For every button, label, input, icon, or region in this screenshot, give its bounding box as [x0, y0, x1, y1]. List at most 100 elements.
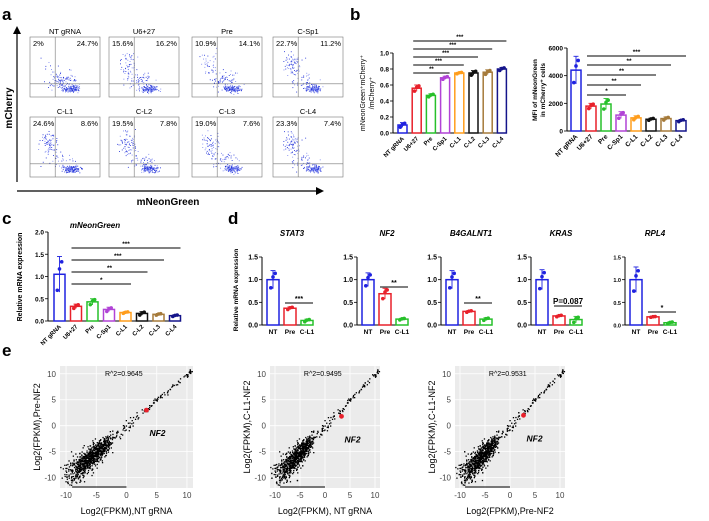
event-dot	[64, 78, 66, 80]
gene-point	[68, 474, 70, 476]
gene-point	[71, 482, 73, 484]
event-dot	[71, 167, 72, 168]
event-dot	[235, 168, 237, 169]
event-dot	[288, 134, 289, 136]
gene-point	[71, 476, 73, 478]
event-dot	[297, 162, 298, 164]
gene-point	[89, 457, 92, 460]
event-dot	[149, 166, 151, 168]
event-dot	[156, 170, 158, 172]
gene-point	[136, 415, 139, 417]
gene-point	[90, 460, 92, 462]
event-dot	[288, 54, 289, 56]
gene-point	[85, 463, 87, 465]
gene-point	[306, 444, 308, 446]
event-dot	[308, 157, 310, 159]
event-dot	[301, 76, 303, 78]
event-dot	[306, 166, 308, 167]
category-label: NT	[269, 329, 278, 336]
gene-point	[288, 458, 290, 460]
gene-point	[280, 455, 282, 457]
y-tick-label: 0	[559, 129, 563, 136]
gene-point	[161, 393, 163, 396]
gene-point	[301, 452, 303, 455]
gene-point	[288, 447, 290, 449]
gene-point	[305, 447, 307, 449]
gene-point	[304, 448, 306, 450]
gene-point	[369, 378, 371, 380]
event-dot	[65, 88, 67, 90]
event-dot	[129, 145, 131, 146]
event-dot	[294, 150, 295, 151]
gene-point	[375, 374, 377, 376]
event-dot	[73, 87, 75, 89]
gene-point	[132, 422, 135, 424]
gene-point	[299, 451, 302, 453]
event-dot	[121, 149, 123, 151]
gene-point	[300, 467, 302, 469]
gene-point	[98, 461, 100, 463]
event-dot	[205, 71, 207, 73]
event-dot	[237, 86, 239, 88]
event-dot	[226, 88, 228, 89]
event-dot	[147, 78, 149, 80]
event-dot	[135, 150, 137, 151]
event-dot	[143, 167, 145, 169]
event-dot	[235, 72, 236, 74]
event-dot	[233, 168, 234, 170]
gene-point	[110, 443, 112, 445]
gene-point	[294, 460, 296, 462]
category-label: C-L1	[479, 329, 494, 336]
event-dot	[315, 167, 317, 169]
event-dot	[70, 85, 72, 87]
gene-point	[310, 442, 312, 444]
event-dot	[234, 167, 236, 169]
event-dot	[82, 168, 83, 170]
gene-point	[487, 440, 489, 442]
event-dot	[212, 71, 214, 73]
event-dot	[157, 171, 159, 172]
event-dot	[51, 83, 53, 85]
event-dot	[292, 138, 293, 140]
gene-point	[89, 454, 92, 456]
gene-point	[299, 453, 301, 455]
gene-point	[293, 453, 295, 455]
gene-point	[282, 474, 284, 476]
event-dot	[206, 64, 208, 66]
gene-point	[82, 464, 84, 466]
gene-point	[489, 460, 491, 462]
event-dot	[294, 154, 296, 156]
event-dot	[53, 149, 55, 151]
event-dot	[67, 168, 69, 170]
gene-point	[302, 448, 304, 450]
gene-point	[100, 451, 102, 453]
gene-point	[94, 454, 96, 456]
event-dot	[76, 168, 78, 170]
gene-point	[271, 472, 273, 475]
gene-point	[479, 451, 481, 453]
y-tick-label: 1.5	[517, 255, 527, 262]
gene-point	[82, 463, 84, 465]
gene-point	[294, 459, 296, 461]
gene-point	[299, 459, 301, 461]
gene-point	[537, 397, 539, 399]
event-dot	[203, 58, 204, 60]
gene-point	[284, 466, 286, 469]
gene-point	[90, 457, 93, 459]
gene-point	[473, 471, 475, 473]
gene-point	[298, 452, 300, 454]
gene-point	[300, 457, 302, 459]
event-dot	[63, 86, 65, 87]
event-dot	[227, 90, 229, 92]
gene-point	[105, 441, 107, 443]
gene-point	[79, 456, 81, 458]
event-dot	[72, 87, 74, 89]
event-dot	[290, 143, 292, 145]
gene-point	[299, 452, 301, 455]
gene-point	[301, 442, 303, 444]
gene-point	[85, 458, 87, 460]
replicate-dot	[634, 274, 638, 278]
event-dot	[296, 58, 298, 60]
